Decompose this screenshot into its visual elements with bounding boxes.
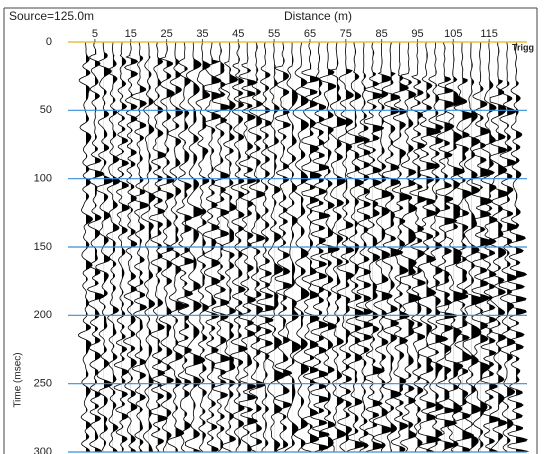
x-tick-label: 55 xyxy=(268,28,280,40)
x-tick-label: 5 xyxy=(92,28,98,40)
x-tick-label: 15 xyxy=(125,28,137,40)
y-tick-label: 0 xyxy=(46,36,52,48)
y-tick-label: 150 xyxy=(34,241,52,253)
x-tick-label: 85 xyxy=(376,28,388,40)
y-tick-label: 50 xyxy=(40,104,52,116)
source-label: Source=125.0m xyxy=(9,9,94,23)
trigger-label: Trigg xyxy=(512,42,534,52)
x-tick-label: 45 xyxy=(232,28,244,40)
seismogram-window: Source=125.0m Distance (m) Time (msec) 0… xyxy=(0,0,547,454)
y-tick-label: 200 xyxy=(34,309,52,321)
y-tick-label: 250 xyxy=(34,378,52,390)
x-tick-label: 75 xyxy=(340,28,352,40)
x-axis-label: Distance (m) xyxy=(284,9,352,23)
x-tick-label: 65 xyxy=(304,28,316,40)
x-tick-label: 105 xyxy=(444,28,462,40)
y-tick-label: 100 xyxy=(34,173,52,185)
y-tick-label: 300 xyxy=(34,446,52,454)
x-tick-label: 35 xyxy=(196,28,208,40)
x-tick-label: 95 xyxy=(411,28,423,40)
x-tick-label: 115 xyxy=(480,28,498,40)
x-tick-label: 25 xyxy=(160,28,172,40)
y-axis-label: Time (msec) xyxy=(13,352,24,407)
